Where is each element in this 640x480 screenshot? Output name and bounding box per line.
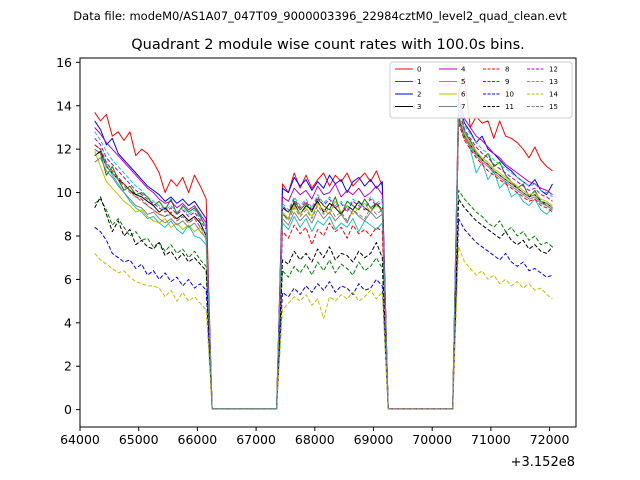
x-tick-label: 68000 [295,432,335,447]
series-line-12 [94,109,553,410]
chart-suptitle: Data file: modeM0/AS1A07_047T09_90000033… [73,9,567,23]
y-tick-label: 16 [56,55,72,70]
y-tick-label: 4 [64,315,72,330]
series-line-6 [94,113,553,410]
series-line-11 [94,196,553,410]
series-layer [94,77,553,410]
series-line-2 [94,103,553,410]
y-tick-label: 10 [56,185,72,200]
series-line-8 [94,122,553,410]
series-line-15 [94,116,553,410]
legend-label-12: 12 [549,66,558,74]
series-line-14 [94,246,553,410]
y-tick-label: 0 [64,402,72,417]
series-line-9 [94,189,553,410]
x-offset-label: +3.152e8 [511,455,575,470]
legend-label-0: 0 [417,66,421,74]
y-tick-label: 14 [56,98,72,113]
legend-box [389,61,573,119]
x-tick-label: 70000 [412,432,452,447]
legend-label-1: 1 [417,78,421,86]
legend-label-2: 2 [417,91,421,99]
legend-label-11: 11 [505,103,514,111]
legend-label-4: 4 [461,66,466,74]
series-line-1 [94,116,553,410]
legend-label-14: 14 [549,91,558,99]
series-line-5 [94,100,553,410]
x-tick-label: 69000 [354,432,394,447]
series-line-13 [94,105,553,410]
series-line-3 [94,118,553,410]
y-axis: 0 2 4 6 8 10 12 14 16 [56,55,80,417]
x-tick-label: 66000 [178,432,218,447]
legend-label-5: 5 [461,78,465,86]
y-tick-label: 6 [64,272,72,287]
x-axis: 64000 65000 66000 67000 68000 69000 70000 71000… [60,427,570,447]
legend-label-7: 7 [461,103,465,111]
x-tick-label: 72000 [530,432,570,447]
series-line-4 [94,98,553,410]
y-tick-label: 2 [64,359,72,374]
x-tick-label: 67000 [236,432,276,447]
legend-label-8: 8 [505,66,509,74]
legend-label-13: 13 [549,78,558,86]
legend-label-3: 3 [417,103,421,111]
legend-label-15: 15 [549,103,558,111]
series-line-10 [94,218,553,410]
legend-label-9: 9 [505,78,509,86]
series-line-0 [94,77,553,410]
x-tick-label: 71000 [471,432,511,447]
y-tick-label: 8 [64,228,72,243]
plot-frame [79,57,577,428]
legend-label-6: 6 [461,91,466,99]
series-line-7 [94,120,553,410]
y-tick-label: 12 [56,142,72,157]
x-tick-label: 65000 [119,432,159,447]
x-tick-label: 64000 [60,432,100,447]
legend-label-10: 10 [505,91,514,99]
chart-title: Quadrant 2 module wise count rates with … [131,37,525,53]
